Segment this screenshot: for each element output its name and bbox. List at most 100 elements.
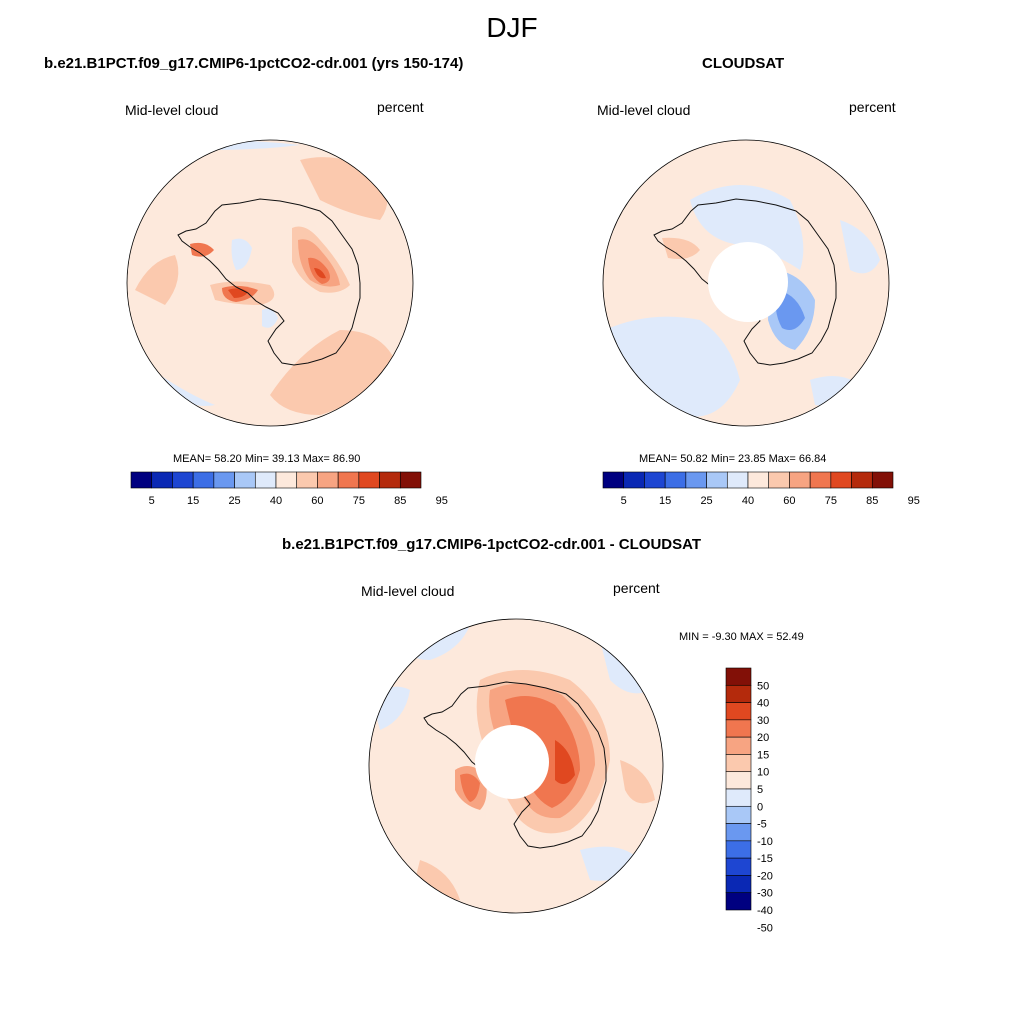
panel2-missing-data-hole — [708, 242, 788, 322]
panel3-colorbar-tick-label: 40 — [757, 698, 769, 710]
panel2-field-patch — [662, 237, 700, 259]
panel1-colorbar-tick-label: 95 — [436, 495, 448, 507]
panel2-colorbar-tick-label: 75 — [825, 495, 837, 507]
panel3-colorbar-tick-label: 20 — [757, 732, 769, 744]
panel3-colorbar-box — [725, 684, 752, 703]
panel1-colorbar-box — [254, 471, 277, 489]
panel1-field-patch — [135, 255, 179, 305]
panel3-field-patch — [460, 773, 480, 802]
panel2-colorbar-box — [644, 471, 666, 489]
panel1-units-label: percent — [377, 99, 424, 115]
panel1-field-patch — [231, 238, 252, 270]
panel1-colorbar-tick-label: 75 — [353, 495, 365, 507]
panel2-colorbar-tick-label: 85 — [866, 495, 878, 507]
panel2-colorbar-tick-label: 40 — [742, 495, 754, 507]
panel1-colorbar-box — [358, 471, 380, 489]
panel3-stats: MIN = -9.30 MAX = 52.49 — [679, 631, 804, 643]
panel3-colorbar-tick-label: -50 — [757, 922, 773, 934]
panel3-left-label: Mid-level cloud — [361, 583, 455, 599]
panel1-left-label: Mid-level cloud — [125, 102, 219, 118]
panel3-colorbar-tick-label: -15 — [757, 853, 773, 865]
panel1-field-patch — [262, 308, 278, 328]
panel2-colorbar-box — [602, 471, 625, 489]
panel1-colorbar-box — [151, 471, 173, 489]
panel3-colorbar-tick-label: -30 — [757, 888, 773, 900]
panel3-colorbar-tick-label: 10 — [757, 767, 769, 779]
panel3-colorbar-box — [725, 840, 752, 859]
panel1-colorbar: 5 15 25 40 60 75 85 95 — [130, 471, 448, 507]
panel2-colorbar-box — [685, 471, 707, 489]
season-title: DJF — [486, 12, 538, 43]
panel1-colorbar-tick-label: 40 — [270, 495, 282, 507]
panel3-colorbar-box — [725, 892, 752, 911]
panel3-colorbar-tick-label: -10 — [757, 836, 773, 848]
panel2-field-patch — [840, 220, 880, 274]
panel1-colorbar-box — [192, 471, 215, 489]
panel1-title: b.e21.B1PCT.f09_g17.CMIP6-1pctCO2-cdr.00… — [44, 55, 464, 72]
panel2-field-patch — [690, 185, 804, 270]
panel2-field-patch — [810, 376, 860, 406]
panel2-colorbar-box — [830, 471, 852, 489]
panel2-colorbar: 5 15 25 40 60 75 85 95 — [602, 471, 920, 507]
panel3-colorbar-tick-label: 50 — [757, 680, 769, 692]
panel1-colorbar-box — [213, 471, 235, 489]
panel3-colorbar-tick-label: -5 — [757, 819, 767, 831]
panel2-colorbar-box — [706, 471, 728, 489]
panel1-map — [126, 139, 414, 427]
panel3-field-patch — [620, 760, 655, 804]
panel3-colorbar-box — [725, 736, 752, 755]
panel2-title: CLOUDSAT — [702, 55, 785, 72]
panel2-colorbar-box — [871, 471, 894, 489]
panel2-colorbar-box — [726, 471, 749, 489]
panel2-map — [602, 139, 890, 427]
panel3-units-label: percent — [613, 580, 660, 596]
panel3-colorbar-box — [725, 805, 752, 824]
panel1-field-patch — [190, 242, 214, 257]
panel3-colorbar-box — [725, 667, 752, 686]
panel1-colorbar-tick-label: 60 — [311, 495, 323, 507]
panel2-left-label: Mid-level cloud — [597, 102, 691, 118]
panel2-colorbar-tick-label: 5 — [621, 495, 627, 507]
panel2-stats: MEAN= 50.82 Min= 23.85 Max= 66.84 — [639, 453, 827, 465]
panel3-colorbar-box — [725, 875, 752, 894]
panel3-colorbar-box — [725, 754, 752, 773]
panel1-colorbar-box — [172, 471, 194, 489]
panel1-field-patch — [314, 268, 326, 279]
panel2-map-border — [602, 139, 890, 427]
panel2-colorbar-tick-label: 15 — [659, 495, 671, 507]
panel3-colorbar-box — [725, 702, 752, 721]
panel1-colorbar-tick-label: 15 — [187, 495, 199, 507]
panel3-colorbar-box — [725, 857, 752, 876]
panel1-colorbar-box — [399, 471, 422, 489]
panel1-colorbar-tick-label: 85 — [394, 495, 406, 507]
panel1-colorbar-box — [275, 471, 298, 489]
panel2-colorbar-box — [851, 471, 873, 489]
panel2-colorbar-box — [664, 471, 687, 489]
panel3-title: b.e21.B1PCT.f09_g17.CMIP6-1pctCO2-cdr.00… — [282, 536, 702, 553]
panel3-colorbar-tick-label: -40 — [757, 905, 773, 917]
panel1-stats: MEAN= 58.20 Min= 39.13 Max= 86.90 — [173, 453, 361, 465]
panel3-colorbar-box — [725, 771, 752, 790]
panel2-colorbar-box — [768, 471, 790, 489]
panel2-units-label: percent — [849, 99, 896, 115]
panel1-colorbar-box — [317, 471, 339, 489]
panel3-colorbar-tick-label: 5 — [757, 784, 763, 796]
panel3-missing-data-hole — [475, 725, 549, 799]
panel3-colorbar-box — [725, 823, 752, 842]
panel1-colorbar-tick-label: 5 — [149, 495, 155, 507]
panel2-field-patch — [605, 316, 740, 417]
panel1-colorbar-box — [296, 471, 318, 489]
panel1-colorbar-box — [234, 471, 256, 489]
panel3-colorbar-tick-label: 15 — [757, 749, 769, 761]
panel3-colorbar-tick-label: 0 — [757, 801, 763, 813]
panel2-colorbar-box — [789, 471, 811, 489]
panel3-colorbar-tick-label: -20 — [757, 870, 773, 882]
panel2-colorbar-box — [623, 471, 645, 489]
panel2-colorbar-box — [809, 471, 832, 489]
panel2-colorbar-tick-label: 25 — [700, 495, 712, 507]
panel1-colorbar-box — [379, 471, 401, 489]
panel3-colorbar-box — [725, 719, 752, 738]
panel2-colorbar-box — [747, 471, 770, 489]
